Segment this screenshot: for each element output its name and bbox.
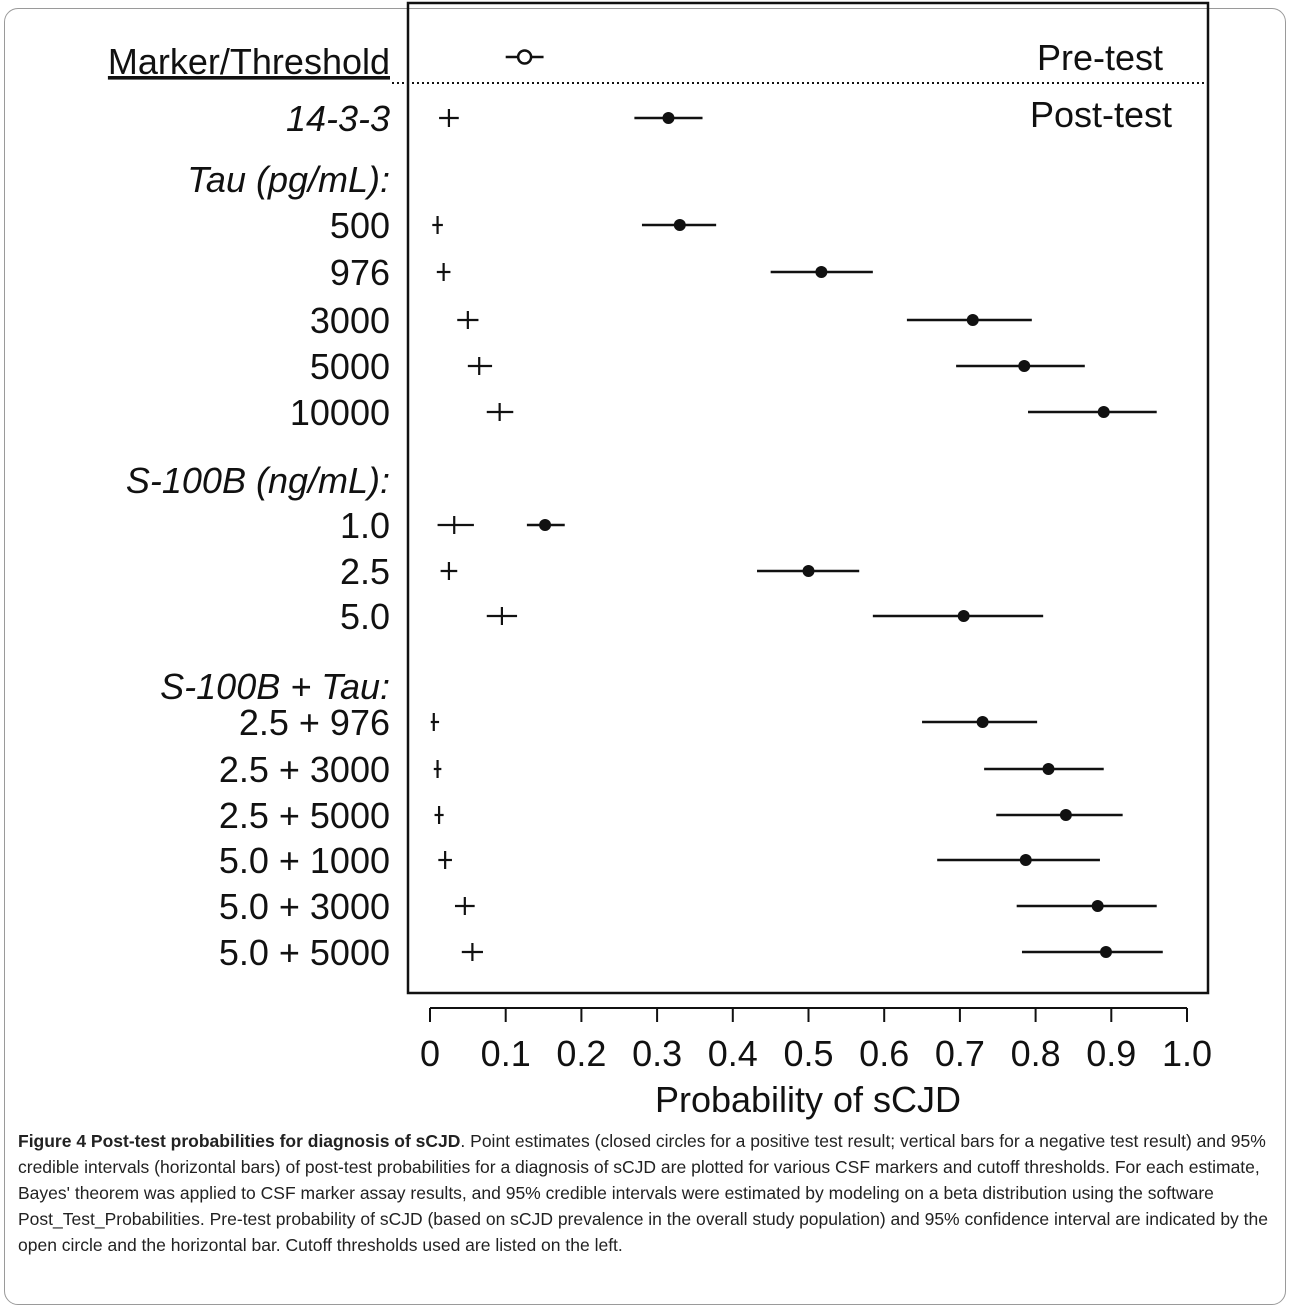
positive-estimate-dot xyxy=(802,565,815,577)
row-label: 5.0 + 1000 xyxy=(219,840,390,881)
row-label: 2.5 + 3000 xyxy=(219,749,390,790)
x-tick-label: 0.3 xyxy=(632,1033,682,1074)
positive-estimate-dot xyxy=(966,314,979,326)
x-tick-label: 0.8 xyxy=(1011,1033,1061,1074)
row-label: 3000 xyxy=(310,300,390,341)
x-axis: 0 0.1 0.2 0.3 0.4 0.5 0.6 0.7 0.8 0.9 1.0 xyxy=(420,1007,1212,1074)
forest-plot: 14-3-3 Tau (pg/mL): 500 976 3000 5000 10000 S-1… xyxy=(108,1,1212,1120)
row-label: 5.0 xyxy=(340,596,390,637)
x-axis-title: Probability of sCJD xyxy=(655,1079,961,1120)
positive-estimate-dot xyxy=(957,610,970,622)
row-label: 5000 xyxy=(310,346,390,387)
row-label: 976 xyxy=(330,252,390,293)
row-label: 14-3-3 xyxy=(286,98,390,139)
post-test-label: Post-test xyxy=(1030,94,1172,135)
plot-border xyxy=(406,1,1210,995)
positive-estimate-dot xyxy=(539,519,552,531)
row-label: S-100B (ng/mL): xyxy=(126,460,390,501)
positive-estimate-dot xyxy=(673,219,686,231)
positive-estimate-dot xyxy=(1018,360,1031,372)
x-tick-label: 0.7 xyxy=(935,1033,985,1074)
x-tick-label: 0.1 xyxy=(481,1033,531,1074)
x-tick-label: 1.0 xyxy=(1162,1033,1212,1074)
positive-estimate-dot xyxy=(1042,763,1055,775)
row-label: Tau (pg/mL): xyxy=(187,159,390,200)
chart-marks xyxy=(430,49,1163,961)
figure-caption: Figure 4 Post-test probabilities for dia… xyxy=(18,1128,1280,1258)
row-label: 500 xyxy=(330,205,390,246)
positive-estimate-dot xyxy=(1097,406,1110,418)
x-tick-label: 0.2 xyxy=(556,1033,606,1074)
positive-estimate-dot xyxy=(1100,946,1113,958)
x-tick-label: 0 xyxy=(420,1033,440,1074)
positive-estimate-dot xyxy=(1059,809,1072,821)
positive-estimate-dot xyxy=(1091,900,1104,912)
row-label: 2.5 + 5000 xyxy=(219,795,390,836)
pre-test-label: Pre-test xyxy=(1037,37,1163,78)
row-label: 2.5 + 976 xyxy=(239,702,390,743)
row-labels-group: 14-3-3 Tau (pg/mL): 500 976 3000 5000 10000 S-1… xyxy=(126,98,390,973)
caption-body: . Point estimates (closed circles for a … xyxy=(18,1131,1268,1255)
pretest-open-circle xyxy=(516,49,533,65)
row-label: 2.5 xyxy=(340,551,390,592)
x-tick-label: 0.6 xyxy=(859,1033,909,1074)
row-label: S-100B + Tau: xyxy=(160,666,390,707)
row-label: 1.0 xyxy=(340,505,390,546)
x-tick-label: 0.9 xyxy=(1086,1033,1136,1074)
caption-title: Figure 4 Post-test probabilities for dia… xyxy=(18,1131,461,1151)
row-header-label: Marker/Threshold xyxy=(108,41,390,82)
positive-estimate-dot xyxy=(662,112,675,124)
row-label: 5.0 + 3000 xyxy=(219,886,390,927)
row-label: 5.0 + 5000 xyxy=(219,932,390,973)
x-tick-label: 0.5 xyxy=(783,1033,833,1074)
row-label: 10000 xyxy=(290,392,390,433)
positive-estimate-dot xyxy=(976,716,989,728)
positive-estimate-dot xyxy=(1019,854,1032,866)
figure-frame xyxy=(4,8,1286,1305)
x-tick-label: 0.4 xyxy=(708,1033,758,1074)
positive-estimate-dot xyxy=(815,266,828,278)
